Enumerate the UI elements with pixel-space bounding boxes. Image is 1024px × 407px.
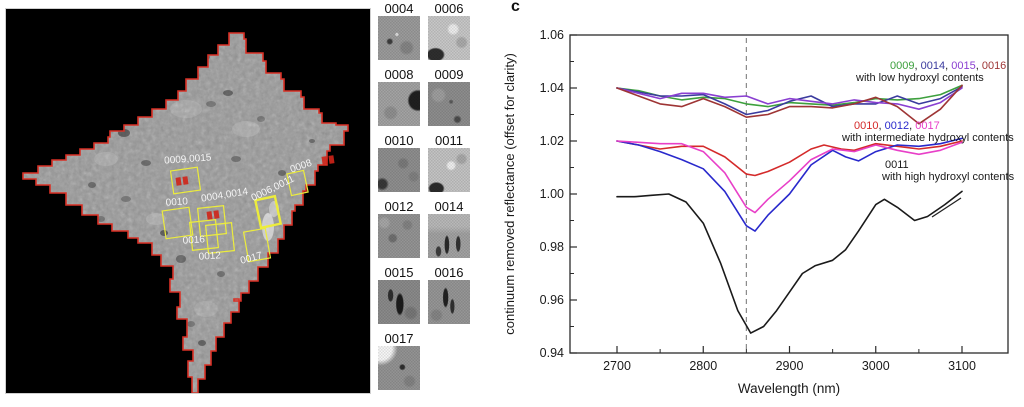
thumbnail-image-0014 xyxy=(428,214,470,258)
red-marker-1 xyxy=(206,210,220,220)
legend-series-id: 0014 xyxy=(920,60,946,72)
thumbnail-item-0009: 0009 xyxy=(428,67,470,126)
y-tick-label: 1.02 xyxy=(540,134,564,148)
thumbnail-item-0004: 0004 xyxy=(378,1,420,60)
footprint-box-2 xyxy=(253,194,283,230)
series-0015 xyxy=(616,87,963,110)
legend-series-id: 0012 xyxy=(884,120,910,132)
y-tick-label: 1.04 xyxy=(540,81,564,95)
legend-series-id: 0016 xyxy=(981,60,1007,72)
site-label: 0012 xyxy=(198,250,221,263)
x-tick-label: 3000 xyxy=(862,359,890,373)
footprint-box-6 xyxy=(204,222,236,254)
x-axis: 2700 2800 2900 3000 3100 Wavelength (nm) xyxy=(603,346,976,396)
thumbnail-image-0009 xyxy=(428,82,470,126)
legend-low-description: with low hydroxyl contents xyxy=(856,72,984,84)
thumbnail-label: 0014 xyxy=(434,199,464,214)
thumbnail-label: 0015 xyxy=(384,265,414,280)
thumbnail-label: 0004 xyxy=(384,1,414,16)
mosaic-map-panel: 0009,0015 0010 0004,0014 0006,0011 0008 0016 0… xyxy=(5,8,371,394)
thumbnail-image-0006 xyxy=(428,16,470,60)
site-label: 0010 xyxy=(165,196,188,209)
thumbnail-image-0015 xyxy=(378,280,420,324)
legend-high-description: with high hydroxyl contents xyxy=(882,171,1015,183)
thumbnail-label: 0008 xyxy=(384,67,414,82)
thumbnail-label: 0012 xyxy=(384,199,414,214)
y-tick-label: 0.94 xyxy=(540,346,564,360)
x-tick-label: 2700 xyxy=(603,359,631,373)
legend-series-id: 0015 xyxy=(951,60,976,72)
thumbnail-item-0016: 0016 xyxy=(428,265,470,324)
thumbnail-label: 0016 xyxy=(434,265,464,280)
x-tick-label: 2900 xyxy=(776,359,804,373)
mosaic-texture xyxy=(23,33,348,393)
thumbnail-item-0011: 0011 xyxy=(428,133,470,192)
series-0010 xyxy=(616,140,963,177)
thumbnail-item-0014: 0014 xyxy=(428,199,470,258)
thumbnail-label: 0006 xyxy=(434,1,464,16)
site-label: 0009,0015 xyxy=(164,152,212,166)
x-tick-label: 2800 xyxy=(689,359,717,373)
thumbnail-label: 0009 xyxy=(434,67,464,82)
thumbnail-item-0012: 0012 xyxy=(378,199,420,258)
thumbnail-image-0008 xyxy=(378,82,420,126)
series-0017 xyxy=(616,140,963,214)
thumbnail-image-0010 xyxy=(378,148,420,192)
mosaic-outline xyxy=(22,32,349,393)
site-label: 0016 xyxy=(182,234,205,247)
legend-series-id: 0009 xyxy=(890,60,915,72)
thumbnail-item-0006: 0006 xyxy=(428,1,470,60)
y-axis: 0.94 0.96 0.98 1.00 1.02 1.04 1.06 continuum re… xyxy=(502,28,577,360)
y-tick-label: 0.96 xyxy=(540,293,564,307)
thumbnail-image-0016 xyxy=(428,280,470,324)
thumbnail-label: 0011 xyxy=(435,133,463,148)
thumbnail-image-0017 xyxy=(378,346,420,390)
series-0014 xyxy=(616,85,963,116)
legend-intermediate-description: with intermediate hydroxyl contents xyxy=(842,132,1014,144)
thumbnail-item-0010: 0010 xyxy=(378,133,420,192)
red-marker-2 xyxy=(321,155,335,165)
legend-low-ids: 0009, 0014, 0015, 0016 xyxy=(890,60,1007,72)
thumbnail-label: 0010 xyxy=(384,133,414,148)
thumbnail-label: 0017 xyxy=(384,331,414,346)
legend-series-id: 0010 xyxy=(854,120,879,132)
series-0011 xyxy=(616,190,963,334)
footprint-box-3 xyxy=(161,206,194,240)
legend-high-ids: 0011 xyxy=(885,159,909,171)
footprint-box-4 xyxy=(196,205,228,237)
y-tick-label: 1.06 xyxy=(540,28,564,42)
legend-pointer-line xyxy=(931,197,962,218)
thumbnail-item-0017: 0017 xyxy=(378,331,420,390)
y-axis-title: continuum removed reflectance (offset fo… xyxy=(502,53,517,335)
thumbnail-item-0008: 0008 xyxy=(378,67,420,126)
footprint-box-0 xyxy=(169,166,202,195)
x-tick-label: 3100 xyxy=(948,359,976,373)
footprint-box-7 xyxy=(242,227,272,263)
thumbnail-item-0015: 0015 xyxy=(378,265,420,324)
series-0016 xyxy=(616,84,963,125)
thumbnail-image-0004 xyxy=(378,16,420,60)
footprint-box-5 xyxy=(188,219,220,251)
series-0012 xyxy=(616,137,963,232)
footprint-box-1 xyxy=(286,169,309,197)
thumbnail-image-0011 xyxy=(428,148,470,192)
legend-intermediate-ids: 0010, 0012, 0017 xyxy=(854,120,940,132)
spectra-chart-panel: c 2700 2800 2900 3000 3100 Wavelength (nm) 0.9… xyxy=(498,0,1024,402)
y-tick-label: 0.98 xyxy=(540,240,564,254)
x-axis-title: Wavelength (nm) xyxy=(738,381,840,396)
thumbnail-image-0012 xyxy=(378,214,420,258)
legend-series-id: 0011 xyxy=(885,159,909,171)
panel-label-c: c xyxy=(511,0,520,15)
y-tick-label: 1.00 xyxy=(540,187,564,201)
red-marker-0 xyxy=(175,176,189,186)
legend-series-id: 0017 xyxy=(915,120,940,132)
